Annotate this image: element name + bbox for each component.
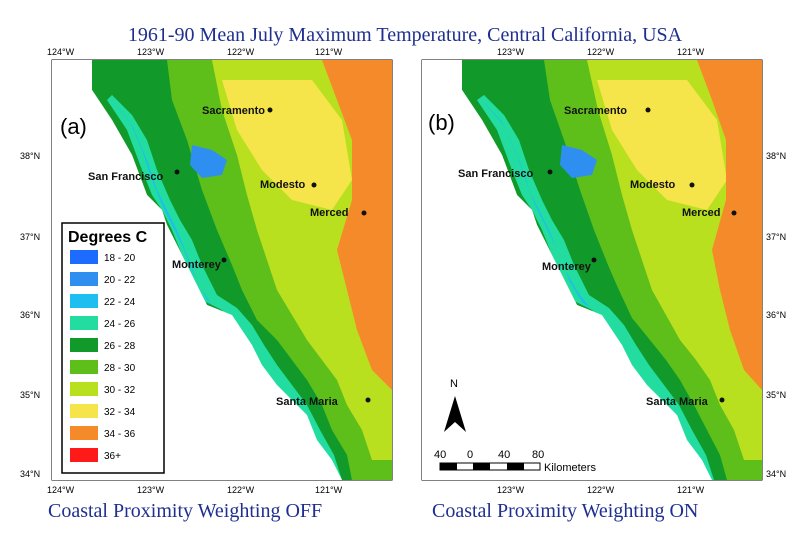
legend-swatch: [70, 360, 98, 374]
legend-swatch: [70, 338, 98, 352]
scale-tick-40: 40: [498, 449, 510, 461]
lon-tick-121w: 121°W: [315, 47, 343, 57]
svg-text:Sacramento: Sacramento: [202, 105, 265, 117]
lon-tick-121w-b-bottom: 121°W: [677, 485, 705, 495]
svg-text:Sacramento: Sacramento: [564, 105, 627, 117]
lon-ticks-top-b: 123°W 122°W 121°W: [497, 47, 705, 57]
lat-tick-37n-b: 37°N: [766, 232, 786, 242]
svg-text:Santa Maria: Santa Maria: [276, 396, 339, 408]
lat-tick-38n: 38°N: [20, 151, 40, 161]
lon-tick-122w-bottom: 122°W: [227, 485, 255, 495]
legend-label: 36+: [104, 451, 121, 462]
panel-a-label: (a): [60, 114, 87, 139]
north-label: N: [450, 378, 458, 390]
svg-text:San Francisco: San Francisco: [88, 171, 163, 183]
legend-swatch: [70, 250, 98, 264]
lat-tick-35n-b: 35°N: [766, 390, 786, 400]
svg-text:Monterey: Monterey: [172, 259, 222, 271]
legend-swatch: [70, 448, 98, 462]
lon-tick-124w: 124°W: [47, 47, 75, 57]
legend-swatch: [70, 272, 98, 286]
legend-label: 34 - 36: [104, 429, 136, 440]
legend-label: 28 - 30: [104, 363, 136, 374]
lon-tick-122w: 122°W: [227, 47, 255, 57]
legend-label: 22 - 24: [104, 297, 136, 308]
legend-swatch: [70, 404, 98, 418]
lon-tick-121w-b: 121°W: [677, 47, 705, 57]
legend: Degrees C 18 - 20 20 - 22 22 - 24 24 - 26 26…: [62, 223, 164, 473]
lat-tick-34n: 34°N: [20, 469, 40, 479]
legend-swatch: [70, 426, 98, 440]
svg-text:Modesto: Modesto: [260, 179, 306, 191]
legend-label: 18 - 20: [104, 253, 136, 264]
svg-text:Modesto: Modesto: [630, 179, 676, 191]
caption-panel-a: Coastal Proximity Weighting OFF: [48, 500, 322, 523]
legend-label: 20 - 22: [104, 275, 136, 286]
lat-tick-37n: 37°N: [20, 232, 40, 242]
lon-tick-121w-bottom: 121°W: [315, 485, 343, 495]
lon-tick-124w-bottom: 124°W: [47, 485, 75, 495]
legend-swatch: [70, 382, 98, 396]
legend-label: 32 - 34: [104, 407, 136, 418]
svg-text:Merced: Merced: [682, 207, 721, 219]
lon-ticks-bottom: 124°W 123°W 122°W 121°W: [47, 485, 343, 495]
city-monterey: Monterey: [172, 258, 227, 272]
legend-title: Degrees C: [68, 229, 148, 246]
legend-label: 24 - 26: [104, 319, 136, 330]
lat-tick-35n: 35°N: [20, 390, 40, 400]
lon-tick-123w-b: 123°W: [497, 47, 525, 57]
lat-tick-34n-b: 34°N: [766, 469, 786, 479]
panel-a: 124°W 123°W 122°W 121°W 124°W 123°W 122°…: [20, 47, 392, 495]
lon-ticks-bottom-b: 123°W 122°W 121°W: [497, 485, 705, 495]
scale-tick-40-left: 40: [434, 449, 446, 461]
lon-tick-123w-bottom: 123°W: [137, 485, 165, 495]
caption-panel-b: Coastal Proximity Weighting ON: [432, 500, 698, 523]
lat-tick-36n: 36°N: [20, 310, 40, 320]
lat-tick-36n-b: 36°N: [766, 310, 786, 320]
lon-tick-123w: 123°W: [137, 47, 165, 57]
lat-ticks-left: 38°N 37°N 36°N 35°N 34°N: [20, 151, 40, 479]
lat-ticks-right: 38°N 37°N 36°N 35°N 34°N: [766, 151, 786, 479]
lon-tick-122w-b-bottom: 122°W: [587, 485, 615, 495]
svg-text:San Francisco: San Francisco: [458, 168, 533, 180]
panel-b-label: (b): [428, 110, 455, 135]
panel-b: 123°W 122°W 121°W 123°W 122°W 121°W 38°N…: [422, 47, 786, 495]
lat-tick-38n-b: 38°N: [766, 151, 786, 161]
map-figure: 124°W 123°W 122°W 121°W 124°W 123°W 122°…: [0, 0, 810, 540]
scale-tick-80: 80: [532, 449, 544, 461]
lon-tick-123w-b-bottom: 123°W: [497, 485, 525, 495]
legend-label: 26 - 28: [104, 341, 136, 352]
lon-ticks-top: 124°W 123°W 122°W 121°W: [47, 47, 343, 57]
svg-text:Monterey: Monterey: [542, 261, 592, 273]
scale-tick-0: 0: [467, 449, 473, 461]
scale-unit: Kilometers: [544, 462, 596, 474]
legend-label: 30 - 32: [104, 385, 136, 396]
svg-text:Merced: Merced: [310, 207, 349, 219]
legend-swatch: [70, 294, 98, 308]
legend-swatch: [70, 316, 98, 330]
svg-text:Santa Maria: Santa Maria: [646, 396, 709, 408]
city-sacramento: Sacramento: [202, 105, 273, 117]
lon-tick-122w-b: 122°W: [587, 47, 615, 57]
